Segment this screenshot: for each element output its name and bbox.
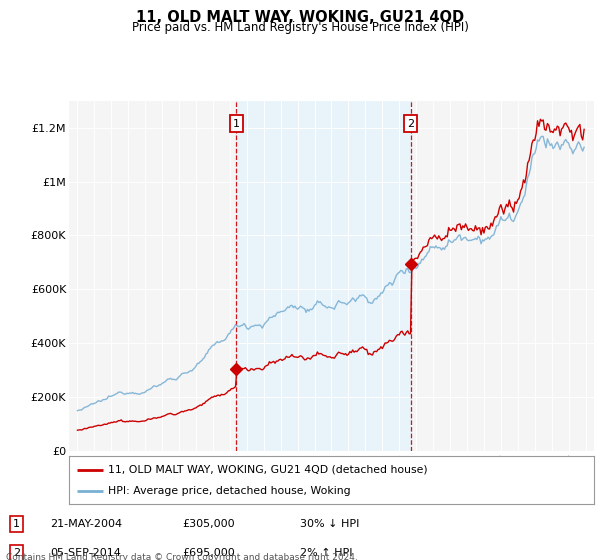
Text: 11, OLD MALT WAY, WOKING, GU21 4QD: 11, OLD MALT WAY, WOKING, GU21 4QD (136, 10, 464, 25)
Text: 05-SEP-2014: 05-SEP-2014 (50, 548, 121, 558)
Bar (236, 101, 410, 451)
Text: 11, OLD MALT WAY, WOKING, GU21 4QD (detached house): 11, OLD MALT WAY, WOKING, GU21 4QD (deta… (109, 465, 428, 475)
Text: 1: 1 (233, 119, 240, 129)
Text: 21-MAY-2004: 21-MAY-2004 (50, 519, 122, 529)
Text: HPI: Average price, detached house, Woking: HPI: Average price, detached house, Woki… (109, 486, 351, 496)
Text: 1: 1 (13, 519, 20, 529)
Text: 2: 2 (407, 119, 414, 129)
Text: £695,000: £695,000 (182, 548, 235, 558)
Text: Contains HM Land Registry data © Crown copyright and database right 2024.
This d: Contains HM Land Registry data © Crown c… (6, 553, 358, 560)
Text: Price paid vs. HM Land Registry's House Price Index (HPI): Price paid vs. HM Land Registry's House … (131, 21, 469, 34)
Text: £305,000: £305,000 (182, 519, 235, 529)
Text: 30% ↓ HPI: 30% ↓ HPI (300, 519, 359, 529)
Text: 2% ↑ HPI: 2% ↑ HPI (300, 548, 353, 558)
Text: 2: 2 (13, 548, 20, 558)
